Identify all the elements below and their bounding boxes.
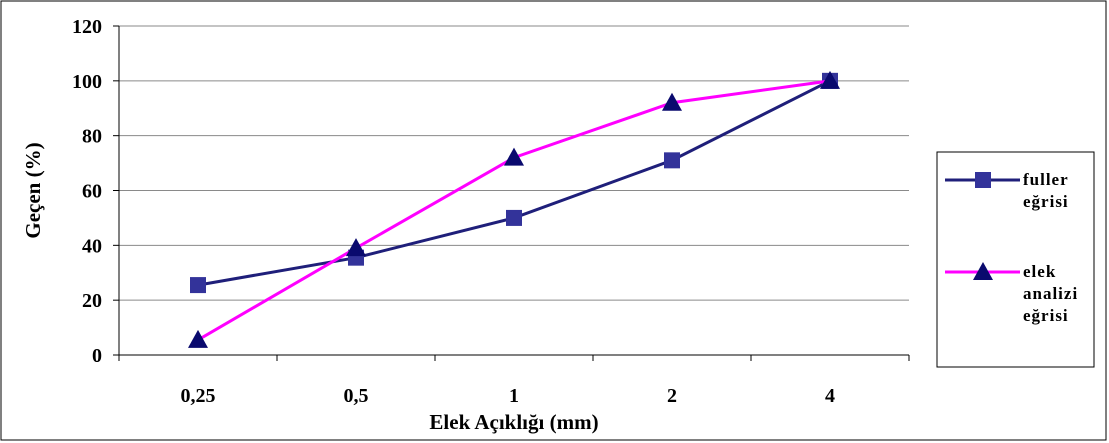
y-tick-label: 0 bbox=[92, 345, 102, 367]
x-tick-labels: 0,25 0,5 1 2 4 bbox=[181, 385, 836, 407]
legend-label: fuller bbox=[1023, 170, 1069, 189]
data-point bbox=[504, 147, 524, 166]
axes bbox=[113, 25, 910, 361]
data-point bbox=[662, 92, 682, 111]
x-tick-label: 0,25 bbox=[181, 385, 216, 407]
legend-label: analizi bbox=[1023, 284, 1078, 303]
legend-label: eğrisi bbox=[1023, 306, 1069, 325]
data-point bbox=[188, 329, 208, 348]
y-tick-label: 20 bbox=[82, 290, 102, 312]
legend-marker bbox=[975, 172, 991, 188]
x-tick-label: 1 bbox=[509, 385, 519, 407]
series-0 bbox=[190, 72, 838, 294]
x-tick-label: 0,5 bbox=[344, 385, 369, 407]
legend-label: eğrisi bbox=[1023, 192, 1069, 211]
data-point bbox=[820, 70, 840, 89]
data-point bbox=[506, 209, 522, 226]
y-tick-labels: 0 20 40 60 80 100 120 bbox=[72, 16, 102, 367]
data-point bbox=[346, 238, 366, 257]
y-tick-label: 40 bbox=[82, 235, 102, 257]
series-1 bbox=[188, 70, 840, 348]
y-axis-title: Geçen (%) bbox=[21, 142, 45, 238]
data-point bbox=[664, 152, 680, 169]
legend-box bbox=[936, 151, 1095, 368]
x-tick-label: 4 bbox=[825, 385, 835, 407]
legend: fuller eğrisi elek analizi eğrisi bbox=[936, 151, 1095, 368]
gridlines bbox=[119, 25, 909, 301]
x-tick-label: 2 bbox=[667, 385, 677, 407]
x-axis-title: Elek Açıklığı (mm) bbox=[429, 410, 598, 434]
legend-entry-0: fuller eğrisi bbox=[945, 170, 1069, 211]
legend-entry-1: elek analizi eğrisi bbox=[945, 262, 1078, 325]
y-tick-label: 60 bbox=[82, 181, 102, 203]
legend-label: elek bbox=[1023, 262, 1056, 281]
y-tick-label: 120 bbox=[72, 16, 102, 38]
y-tick-label: 80 bbox=[82, 126, 102, 148]
series-group bbox=[188, 70, 840, 348]
legend-marker bbox=[973, 262, 993, 280]
y-tick-label: 100 bbox=[72, 71, 102, 93]
data-point bbox=[190, 277, 206, 294]
